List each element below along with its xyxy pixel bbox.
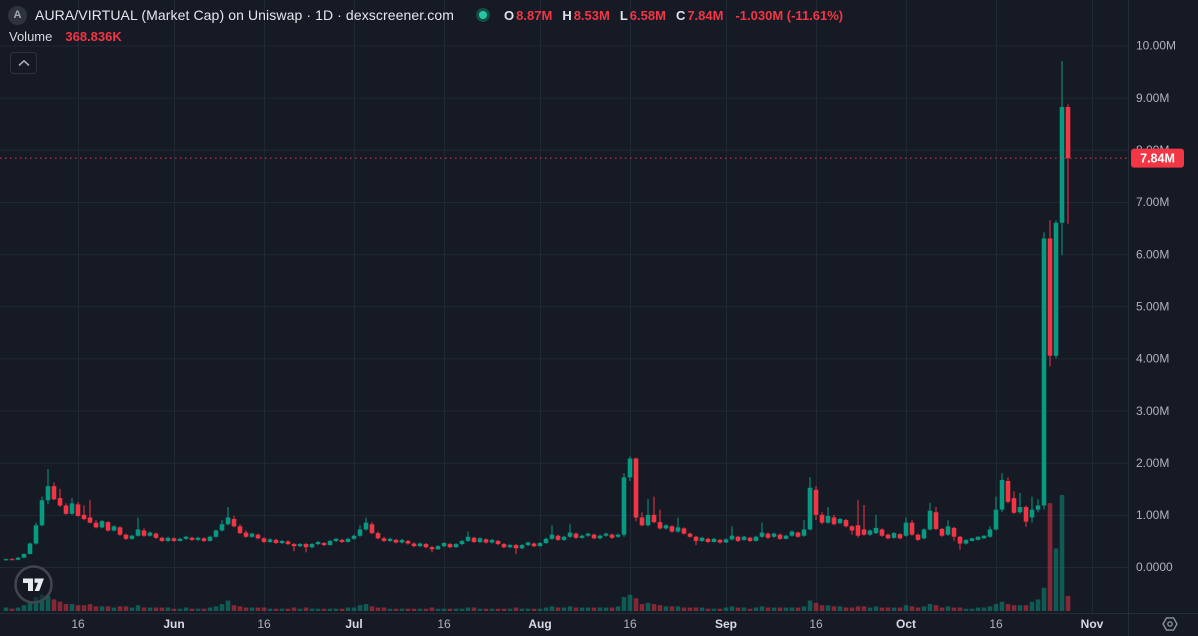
volume-legend: Volume 368.836K <box>9 29 122 44</box>
tradingview-logo[interactable] <box>13 564 54 605</box>
price-change: -1.030M (-11.61%) <box>735 7 844 23</box>
svg-text:9.00M: 9.00M <box>1136 91 1169 105</box>
collapse-legend-button[interactable] <box>10 52 37 74</box>
svg-text:7.84M: 7.84M <box>1140 152 1175 166</box>
ohlc-open: O 8.87M <box>504 7 553 23</box>
volume-value: 368.836K <box>65 29 122 44</box>
svg-text:2.00M: 2.00M <box>1136 456 1169 470</box>
chart-title[interactable]: AURA/VIRTUAL (Market Cap) on Uniswap · 1… <box>35 7 455 23</box>
svg-text:Oct: Oct <box>896 617 916 631</box>
chevron-up-icon <box>18 59 29 66</box>
price-axis[interactable]: 10.00M9.00M8.00M7.00M6.00M5.00M4.00M3.00… <box>1136 39 1176 575</box>
axis-settings-gear-icon[interactable] <box>1162 617 1178 631</box>
candles <box>3 61 1071 561</box>
svg-text:Jun: Jun <box>163 617 184 631</box>
volume-bars <box>3 495 1071 611</box>
svg-text:Aug: Aug <box>528 617 551 631</box>
svg-text:16: 16 <box>437 617 451 631</box>
svg-text:Jul: Jul <box>345 617 362 631</box>
token-avatar: A <box>8 5 27 25</box>
volume-label: Volume <box>9 29 53 44</box>
ohlc-close: C 7.84M <box>675 7 724 23</box>
ohlc-low: L 6.58M <box>619 7 666 23</box>
svg-text:16: 16 <box>623 617 637 631</box>
last-price-label: 7.84M <box>1131 148 1184 168</box>
ohlc-values: O 8.87M H 8.53M L 6.58M C 7.84M <box>504 8 733 23</box>
svg-text:6.00M: 6.00M <box>1136 247 1169 261</box>
svg-text:16: 16 <box>989 617 1003 631</box>
svg-text:0.0000: 0.0000 <box>1136 560 1173 574</box>
svg-text:16: 16 <box>71 617 85 631</box>
chart-legend: A AURA/VIRTUAL (Market Cap) on Uniswap ·… <box>8 5 843 25</box>
svg-text:4.00M: 4.00M <box>1136 352 1169 366</box>
tradingview-logo-icon <box>14 565 53 604</box>
svg-text:3.00M: 3.00M <box>1136 404 1169 418</box>
svg-text:10.00M: 10.00M <box>1136 39 1176 53</box>
svg-text:16: 16 <box>809 617 823 631</box>
svg-text:7.00M: 7.00M <box>1136 195 1169 209</box>
market-status-dot-icon <box>476 8 491 22</box>
svg-text:5.00M: 5.00M <box>1136 299 1169 313</box>
svg-text:16: 16 <box>257 617 271 631</box>
svg-text:1.00M: 1.00M <box>1136 508 1169 522</box>
ohlc-high: H 8.53M <box>562 7 610 23</box>
svg-text:Nov: Nov <box>1081 617 1104 631</box>
svg-text:Sep: Sep <box>715 617 737 631</box>
time-axis[interactable]: 16 Jun 16 Jul 16 Aug 16 Sep 16 Oct 16 Nov <box>71 617 1103 631</box>
